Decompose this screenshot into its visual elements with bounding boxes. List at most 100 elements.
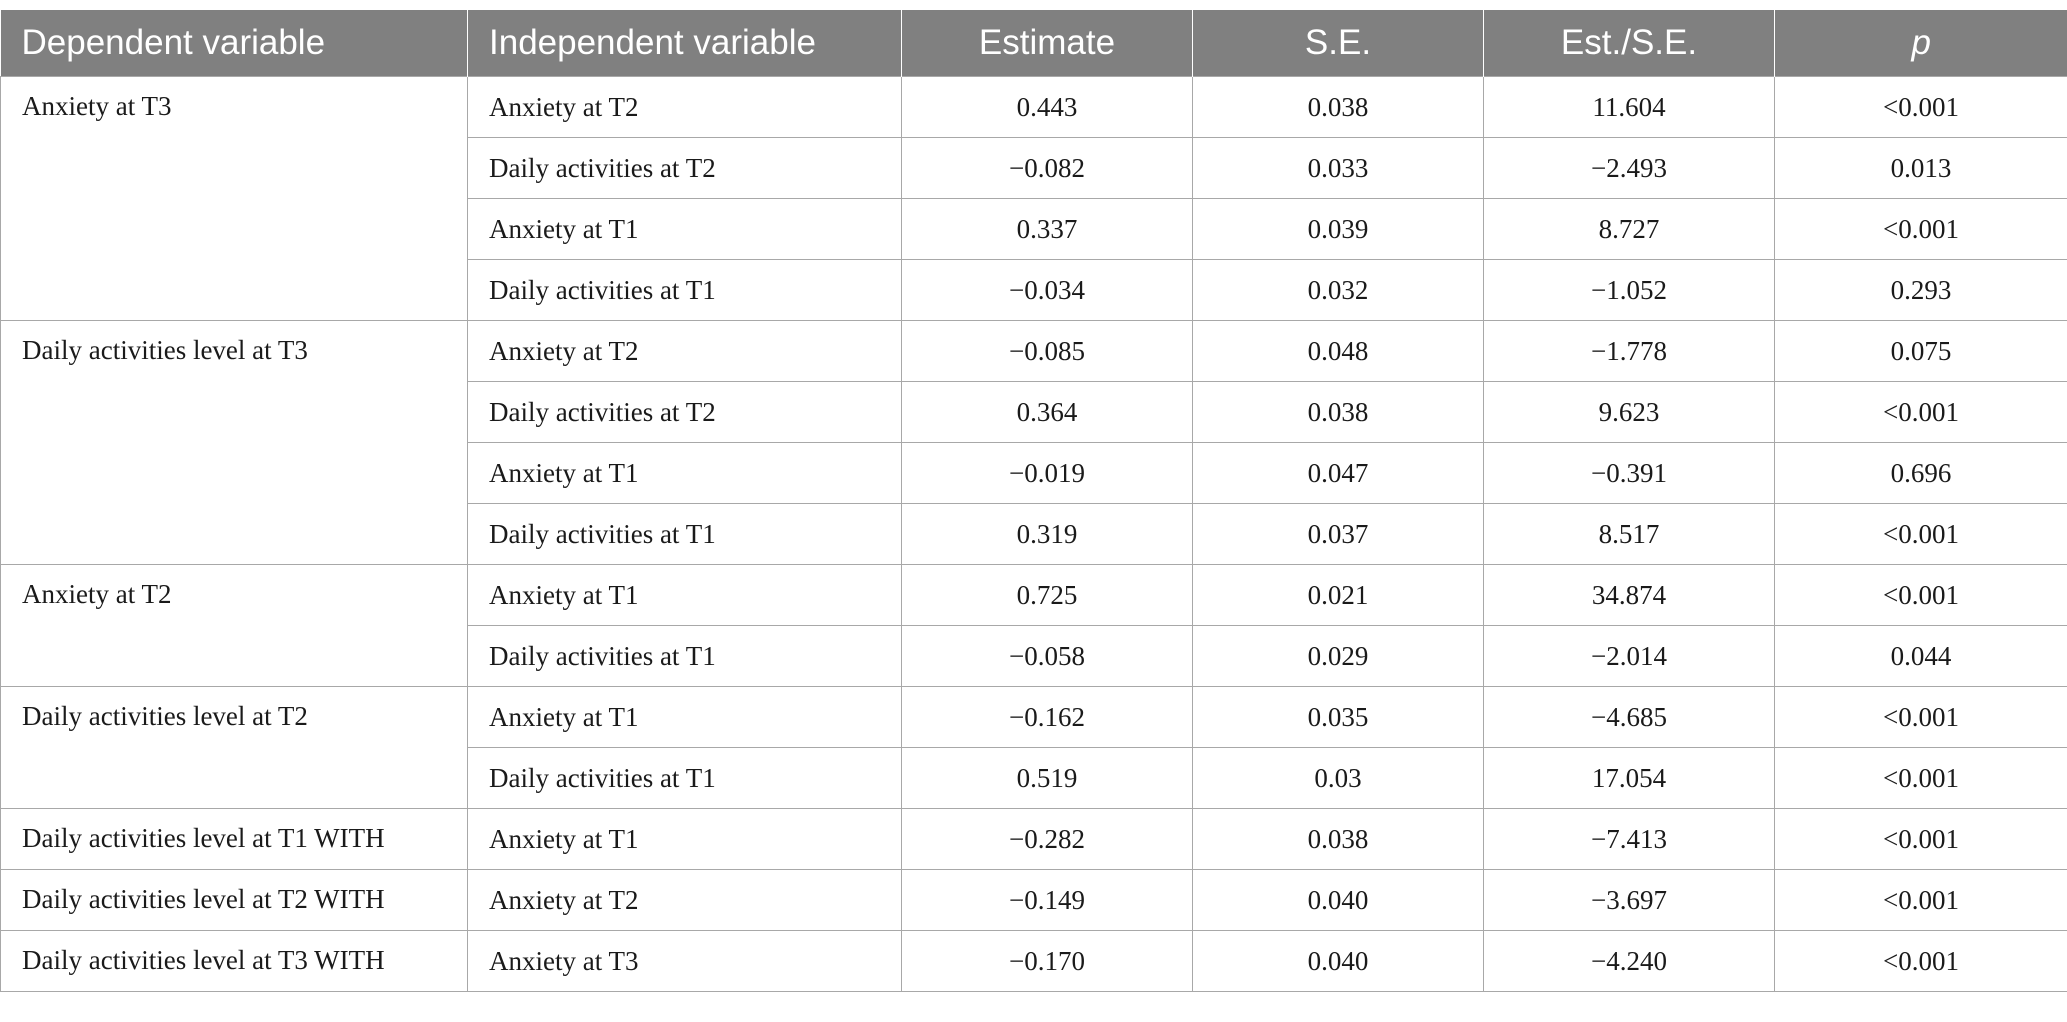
table-row: Daily activities at T1 0.519 0.03 17.054 <0.… [1,747,2067,809]
est-se-ratio-cell: −4.685 [1483,686,1775,748]
est-se-ratio-cell: −2.014 [1483,625,1775,687]
dependent-variable-cell: Daily activities level at T1 WITH [0,808,468,870]
est-se-ratio-cell: −0.391 [1483,442,1775,504]
estimate-cell: −0.085 [901,320,1193,382]
standard-error-cell: 0.047 [1192,442,1484,504]
dependent-variable-cell: Daily activities level at T2 [0,686,468,809]
est-se-ratio-cell: 8.727 [1483,198,1775,260]
standard-error-cell: 0.040 [1192,930,1484,992]
est-se-ratio-cell: −1.052 [1483,259,1775,321]
table-row: Anxiety at T3 Anxiety at T2 0.443 0.038 11.6… [0,76,2067,321]
dependent-variable-cell: Daily activities level at T3 WITH [0,930,468,992]
standard-error-cell: 0.038 [1192,808,1484,870]
table-row: Anxiety at T1 0.337 0.039 8.727 <0.001 [1,198,2067,260]
est-se-ratio-cell: 9.623 [1483,381,1775,443]
header-dependent-variable: Dependent variable [0,10,468,77]
p-value-cell: <0.001 [1774,198,2067,260]
table-row: Daily activities at T2 0.364 0.038 9.623 <0.… [1,381,2067,443]
independent-variable-cell: Anxiety at T1 [467,198,902,260]
table-row: Daily activities level at T2 Anxiety at T… [0,686,2067,809]
table-row: Daily activities at T1 −0.058 0.029 −2.014 0… [1,625,2067,687]
table-row: Anxiety at T1 −0.019 0.047 −0.391 0.696 [1,442,2067,504]
table-row: Daily activities level at T3 Anxiety at T… [0,320,2067,565]
header-standard-error: S.E. [1192,10,1484,77]
independent-variable-cell: Daily activities at T1 [467,503,902,565]
standard-error-cell: 0.033 [1192,137,1484,199]
p-value-cell: 0.044 [1774,625,2067,687]
estimate-cell: 0.725 [901,564,1193,626]
p-value-cell: <0.001 [1774,564,2067,626]
table-row: Daily activities level at T1 WITH Anxiety… [0,808,2067,870]
dependent-variable-cell: Anxiety at T3 [0,76,468,321]
independent-variable-cell: Anxiety at T1 [467,442,902,504]
estimate-cell: 0.364 [901,381,1193,443]
table-row: Anxiety at T2 Anxiety at T1 0.725 0.021 34.8… [0,564,2067,687]
est-se-ratio-cell: −4.240 [1483,930,1775,992]
estimate-cell: −0.058 [901,625,1193,687]
p-value-cell: 0.075 [1774,320,2067,382]
independent-variable-cell: Anxiety at T2 [467,320,902,382]
table-row: Daily activities at T1 −0.034 0.032 −1.052 0… [1,259,2067,321]
p-value-cell: <0.001 [1774,381,2067,443]
estimate-cell: 0.443 [901,76,1193,138]
table-row: Daily activities at T1 0.319 0.037 8.517 <0.… [1,503,2067,565]
independent-variable-cell: Anxiety at T3 [467,930,902,992]
estimate-cell: −0.162 [901,686,1193,748]
estimate-cell: −0.170 [901,930,1193,992]
p-value-cell: <0.001 [1774,747,2067,809]
p-value-cell: <0.001 [1774,808,2067,870]
independent-variable-cell: Daily activities at T2 [467,137,902,199]
independent-variable-cell: Anxiety at T2 [467,76,902,138]
p-value-cell: 0.293 [1774,259,2067,321]
estimate-cell: −0.149 [901,869,1193,931]
standard-error-cell: 0.039 [1192,198,1484,260]
independent-variable-cell: Anxiety at T1 [467,686,902,748]
p-value-cell: <0.001 [1774,869,2067,931]
p-value-cell: <0.001 [1774,76,2067,138]
estimate-cell: 0.337 [901,198,1193,260]
p-value-cell: 0.013 [1774,137,2067,199]
est-se-ratio-cell: 17.054 [1483,747,1775,809]
independent-variable-cell: Daily activities at T1 [467,625,902,687]
estimate-cell: 0.319 [901,503,1193,565]
est-se-ratio-cell: −1.778 [1483,320,1775,382]
independent-variable-cell: Daily activities at T1 [467,747,902,809]
header-est-se-ratio: Est./S.E. [1483,10,1775,77]
standard-error-cell: 0.048 [1192,320,1484,382]
standard-error-cell: 0.029 [1192,625,1484,687]
est-se-ratio-cell: 8.517 [1483,503,1775,565]
estimate-cell: −0.282 [901,808,1193,870]
standard-error-cell: 0.038 [1192,76,1484,138]
standard-error-cell: 0.021 [1192,564,1484,626]
standard-error-cell: 0.040 [1192,869,1484,931]
table-row: Daily activities level at T2 WITH Anxiety… [0,869,2067,931]
p-value-cell: <0.001 [1774,503,2067,565]
header-independent-variable: Independent variable [467,10,902,77]
est-se-ratio-cell: −3.697 [1483,869,1775,931]
independent-variable-cell: Anxiety at T1 [467,808,902,870]
table-row: Daily activities level at T3 WITH Anxiety… [0,930,2067,992]
standard-error-cell: 0.03 [1192,747,1484,809]
independent-variable-cell: Daily activities at T1 [467,259,902,321]
table-body: Anxiety at T3 Anxiety at T2 0.443 0.038 11.6… [0,76,2067,992]
est-se-ratio-cell: −2.493 [1483,137,1775,199]
dependent-variable-cell: Daily activities level at T2 WITH [0,869,468,931]
p-value-cell: 0.696 [1774,442,2067,504]
header-row: Dependent variable Independent variable … [0,10,2067,77]
estimate-cell: −0.082 [901,137,1193,199]
results-table: Dependent variable Independent variable … [0,10,2067,992]
standard-error-cell: 0.037 [1192,503,1484,565]
table-header: Dependent variable Independent variable … [0,10,2067,77]
header-p-value: p [1774,10,2067,77]
independent-variable-cell: Daily activities at T2 [467,381,902,443]
estimate-cell: −0.034 [901,259,1193,321]
standard-error-cell: 0.038 [1192,381,1484,443]
p-value-cell: <0.001 [1774,686,2067,748]
est-se-ratio-cell: 34.874 [1483,564,1775,626]
est-se-ratio-cell: 11.604 [1483,76,1775,138]
est-se-ratio-cell: −7.413 [1483,808,1775,870]
estimate-cell: 0.519 [901,747,1193,809]
independent-variable-cell: Anxiety at T1 [467,564,902,626]
independent-variable-cell: Anxiety at T2 [467,869,902,931]
header-estimate: Estimate [901,10,1193,77]
